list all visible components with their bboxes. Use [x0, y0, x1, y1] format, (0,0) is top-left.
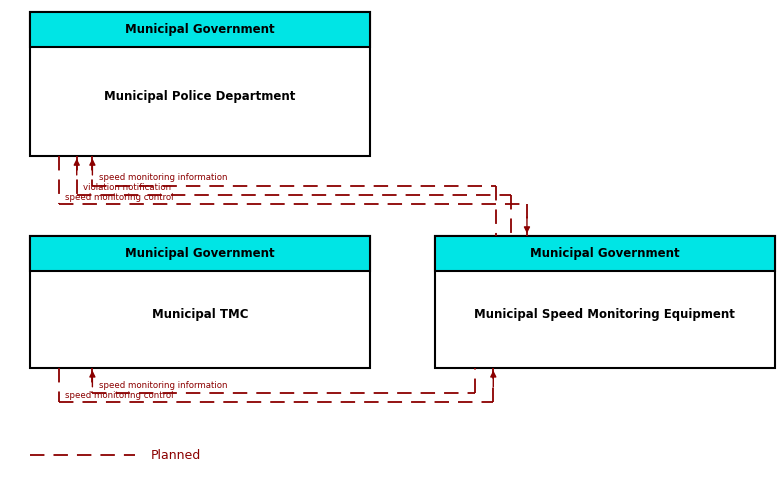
Bar [30, 12, 370, 47]
Text: Municipal Speed Monitoring Equipment: Municipal Speed Monitoring Equipment [474, 308, 735, 321]
Text: Municipal Government: Municipal Government [530, 247, 680, 260]
Text: speed monitoring information: speed monitoring information [99, 173, 227, 182]
Text: speed monitoring information: speed monitoring information [99, 381, 227, 390]
Text: speed monitoring control: speed monitoring control [65, 193, 174, 202]
Text: Municipal Government: Municipal Government [125, 247, 275, 260]
Bar [30, 236, 370, 271]
Text: speed monitoring control: speed monitoring control [65, 392, 174, 400]
Text: Municipal TMC: Municipal TMC [152, 308, 248, 321]
Text: violation notification: violation notification [83, 184, 171, 192]
Bar [435, 236, 775, 368]
Bar [30, 12, 370, 156]
Bar [30, 236, 370, 368]
Text: Municipal Police Department: Municipal Police Department [104, 90, 296, 103]
Text: Municipal Government: Municipal Government [125, 23, 275, 36]
Text: Planned: Planned [151, 449, 201, 462]
Bar [435, 236, 775, 271]
